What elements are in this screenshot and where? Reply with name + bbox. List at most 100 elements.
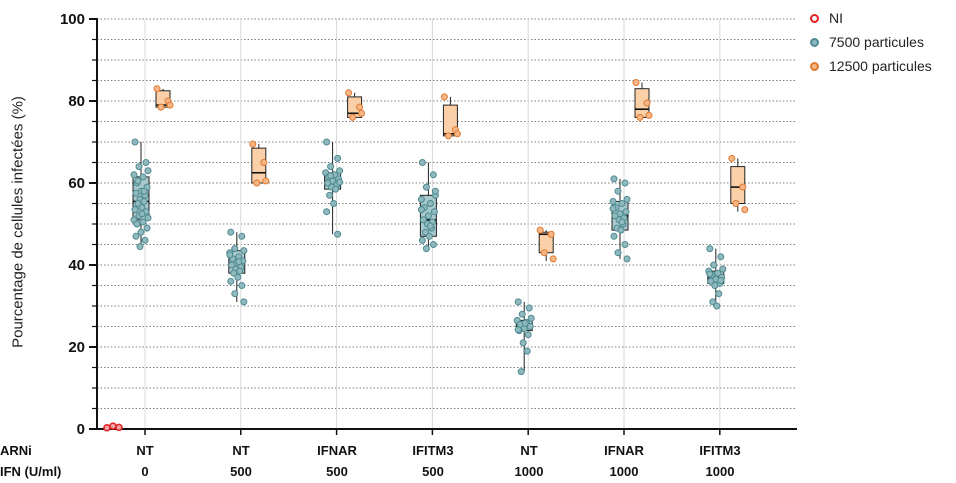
data-point-7500 <box>334 154 342 162</box>
data-point-12500 <box>166 101 174 109</box>
row-label-arni: ARNi <box>0 443 32 458</box>
category-label-ifn: 0 <box>141 464 149 479</box>
data-point-12500 <box>547 230 555 238</box>
data-point-7500 <box>227 277 235 285</box>
data-point-7500 <box>514 298 522 306</box>
data-point-12500 <box>349 113 357 121</box>
data-point-7500 <box>418 159 426 166</box>
category-label-ifn: 1000 <box>514 464 544 479</box>
data-point-12500 <box>453 130 461 138</box>
data-point-12500 <box>540 249 548 257</box>
data-point-7500 <box>227 228 235 236</box>
data-point-7500 <box>429 241 437 248</box>
data-point-7500 <box>327 172 335 180</box>
data-point-7500 <box>521 319 529 327</box>
data-point-7500 <box>425 232 433 240</box>
data-point-7500 <box>235 258 243 266</box>
legend-marker-ni <box>810 13 819 23</box>
category-label-ifn: 500 <box>230 464 252 479</box>
data-point-7500 <box>140 197 148 205</box>
data-point-12500 <box>356 103 364 111</box>
category-label-arni: NT <box>232 443 250 458</box>
y-tick-label: 40 <box>68 257 85 274</box>
legend-marker-12500 <box>810 61 819 71</box>
legend-label-12500: 12500 particules <box>829 58 932 74</box>
legend: NI 7500 particules 12500 particules <box>810 6 932 78</box>
data-point-12500 <box>549 255 557 263</box>
data-point-7500 <box>323 208 331 216</box>
data-point-12500 <box>739 183 747 191</box>
data-point-7500 <box>327 163 335 171</box>
data-point-12500 <box>157 103 165 111</box>
category-label-ifn: 500 <box>326 464 348 479</box>
data-point-7500 <box>610 175 618 183</box>
data-point-7500 <box>527 314 535 322</box>
data-point-ni <box>115 423 123 432</box>
category-label-arni: IFITM3 <box>699 443 741 458</box>
data-point-7500 <box>231 245 239 253</box>
data-point-7500 <box>230 269 238 277</box>
data-point-7500 <box>422 183 430 191</box>
data-point-7500 <box>130 171 138 179</box>
data-point-7500 <box>418 236 426 244</box>
data-point-7500 <box>609 204 617 212</box>
category-label-ifn: 500 <box>422 464 444 479</box>
data-point-7500 <box>611 212 619 220</box>
data-point-7500 <box>136 243 144 251</box>
data-point-7500 <box>706 270 714 278</box>
data-point-7500 <box>417 195 425 203</box>
legend-item-ni: NI <box>810 6 932 30</box>
data-point-ni <box>103 424 111 432</box>
data-point-7500 <box>719 265 727 273</box>
data-point-7500 <box>228 261 236 269</box>
data-point-7500 <box>617 226 625 234</box>
data-point-7500 <box>134 200 142 207</box>
data-point-7500 <box>132 232 140 240</box>
data-point-7500 <box>142 159 150 166</box>
legend-item-7500: 7500 particules <box>810 30 932 54</box>
data-point-7500 <box>518 310 526 318</box>
data-point-7500 <box>137 228 145 236</box>
legend-label-7500: 7500 particules <box>829 34 924 50</box>
data-point-12500 <box>358 109 366 117</box>
data-point-7500 <box>618 218 626 226</box>
legend-marker-7500 <box>810 37 819 47</box>
data-point-7500 <box>226 251 234 259</box>
data-point-7500 <box>323 138 331 146</box>
data-point-7500 <box>417 206 425 214</box>
data-point-7500 <box>135 163 143 171</box>
data-point-7500 <box>623 255 631 263</box>
data-point-12500 <box>536 226 544 234</box>
data-point-7500 <box>710 261 718 269</box>
data-point-7500 <box>614 187 622 195</box>
y-tick-label: 60 <box>68 175 85 192</box>
data-point-7500 <box>707 277 715 285</box>
data-point-7500 <box>621 241 629 248</box>
legend-item-12500: 12500 particules <box>810 54 932 78</box>
data-point-7500 <box>421 228 429 236</box>
data-point-7500 <box>717 277 725 285</box>
data-point-12500 <box>632 79 640 87</box>
category-label-arni: IFITM3 <box>412 443 454 458</box>
data-point-7500 <box>711 282 719 289</box>
data-point-7500 <box>334 230 342 238</box>
data-point-7500 <box>144 167 152 175</box>
data-point-7500 <box>622 208 630 216</box>
y-tick-label: 100 <box>60 11 85 28</box>
data-point-7500 <box>422 245 430 253</box>
data-point-12500 <box>728 154 736 162</box>
data-point-7500 <box>426 222 434 230</box>
data-point-7500 <box>131 206 139 214</box>
data-point-12500 <box>444 132 452 140</box>
category-label-ifn: 1000 <box>609 464 639 479</box>
data-point-12500 <box>262 177 270 185</box>
data-point-7500 <box>131 138 139 146</box>
data-point-7500 <box>240 298 248 306</box>
data-point-7500 <box>524 331 532 339</box>
legend-label-ni: NI <box>829 10 843 26</box>
data-point-7500 <box>609 197 617 205</box>
data-point-7500 <box>514 326 522 334</box>
data-point-7500 <box>132 189 140 197</box>
data-point-12500 <box>249 140 257 148</box>
category-label-arni: NT <box>136 443 154 458</box>
